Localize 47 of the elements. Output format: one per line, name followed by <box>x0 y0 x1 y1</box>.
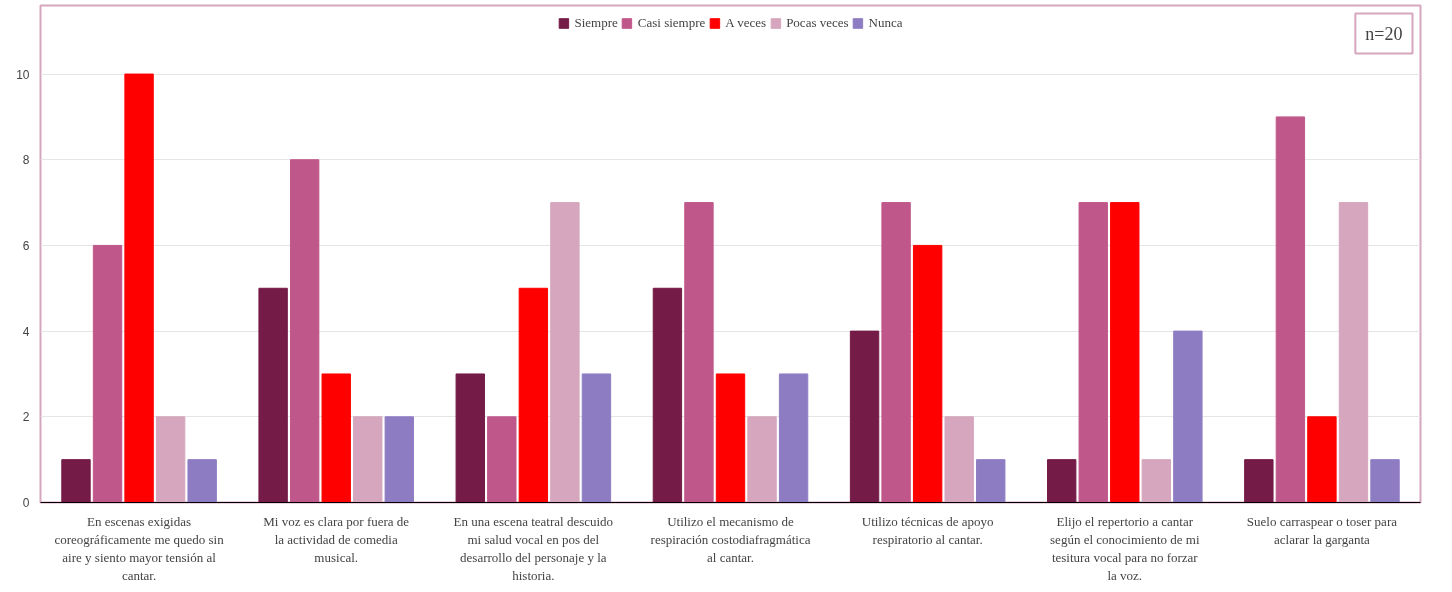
x-tick-label: Suelo carraspear o toser para aclarar la garganta <box>1246 513 1398 547</box>
bar <box>581 373 612 503</box>
legend-label: A veces <box>725 15 767 31</box>
bar <box>778 373 809 503</box>
bar <box>1078 202 1108 503</box>
legend-label: Siempre <box>574 15 618 31</box>
bar <box>912 244 943 503</box>
x-tick-label: Utilizo el mecanismo de respiración costodiafragmática al cantar. <box>650 513 811 565</box>
bar <box>881 202 911 503</box>
legend-label: Nunca <box>868 15 903 31</box>
bar <box>92 244 123 503</box>
y-tick-label: 4 <box>22 324 30 339</box>
y-tick-label: 0 <box>22 496 30 510</box>
bar <box>1173 330 1203 503</box>
y-tick-label: 10 <box>16 67 30 82</box>
bar <box>321 373 351 503</box>
bar <box>384 416 414 503</box>
bar <box>289 159 320 503</box>
bar <box>187 459 217 503</box>
bar <box>258 287 288 503</box>
bar <box>487 416 517 503</box>
x-tick-label: Mi voz es clara por fuera de la actividad de comedia musical. <box>263 513 410 565</box>
x-tick-label: En una escena teatral descuido mi salud vocal en pos del desarrollo del personaje y la historia. <box>453 513 614 583</box>
legend-label: Casi siempre <box>637 15 706 31</box>
x-tick-label: Elijo el repertorio a cantar según el conocimiento de mi tesitura vocal para no forzar la voz. <box>1050 513 1200 583</box>
bar <box>1047 459 1077 503</box>
bar <box>1307 416 1337 503</box>
bar <box>1244 459 1274 503</box>
bar <box>684 202 714 503</box>
legend-label: Pocas veces <box>786 15 849 31</box>
annotation: n=20 <box>1365 23 1403 44</box>
bar <box>652 287 683 503</box>
bar <box>455 373 485 503</box>
y-tick-label: 6 <box>22 238 30 253</box>
bar <box>124 73 154 503</box>
y-tick-label: 2 <box>22 410 30 425</box>
bar <box>61 459 91 503</box>
bar <box>849 330 880 503</box>
bar <box>976 459 1006 503</box>
x-tick-label: Utilizo técnicas de apoyo respiratorio al cantar. <box>861 513 994 547</box>
x-tick-label: En escenas exigidas coreográficamente me quedo sin aire y siento mayor tensión al cantar. <box>54 513 225 583</box>
bar <box>1275 116 1306 503</box>
bar <box>518 287 549 503</box>
bar <box>1110 202 1140 503</box>
y-tick-label: 8 <box>22 153 30 168</box>
bar <box>1370 459 1400 503</box>
bar <box>715 373 746 503</box>
